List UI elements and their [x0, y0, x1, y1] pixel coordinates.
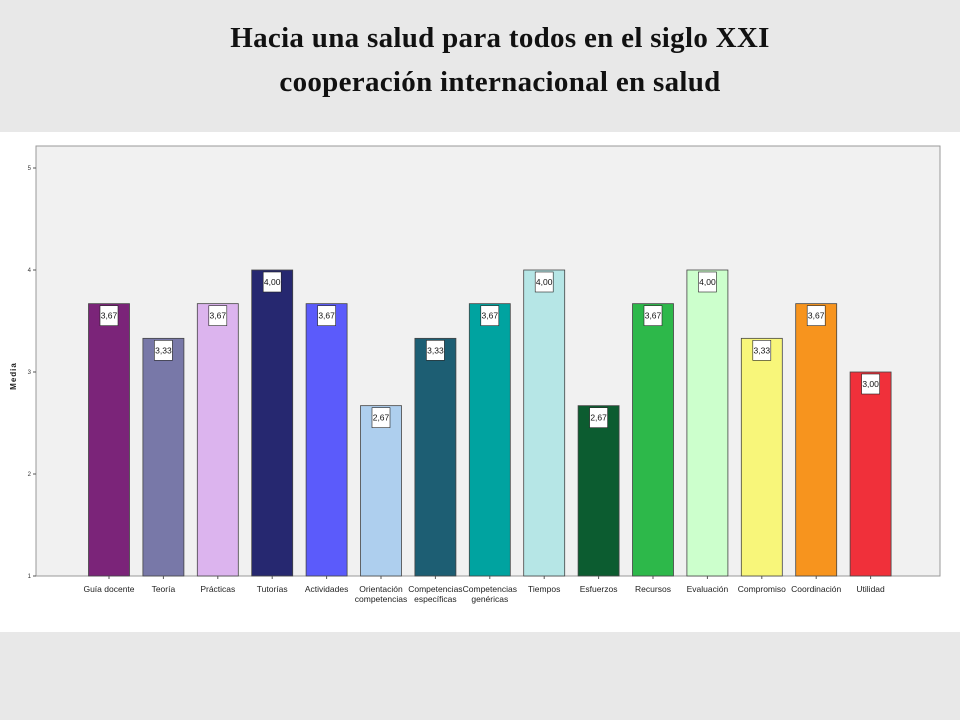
- data-label: 3,00: [862, 379, 879, 389]
- x-tick-label: Recursos: [635, 584, 671, 594]
- bar-14: [795, 303, 838, 577]
- x-tick-label-line: específicas: [414, 594, 457, 604]
- data-label-box: [317, 305, 336, 326]
- y-tick-label: 2: [28, 472, 32, 478]
- x-tick-label-line: Competencias: [463, 584, 517, 594]
- x-tick-label-line: Recursos: [635, 584, 671, 594]
- slide-title: Hacia una salud para todos en el siglo X…: [230, 22, 770, 54]
- bar-6: [360, 405, 402, 577]
- data-label-box: [262, 271, 282, 293]
- bar-3: [196, 303, 239, 577]
- x-tick-label: Actividades: [305, 584, 348, 594]
- x-tick-label-line: Compromiso: [738, 584, 786, 594]
- data-label: 3,67: [318, 311, 335, 321]
- data-label: 3,33: [754, 345, 771, 355]
- x-tick-label-line: Tutorías: [257, 584, 288, 594]
- bar-13: [740, 337, 783, 577]
- x-tick-label-line: Teoría: [152, 584, 176, 594]
- footer-band: [0, 632, 960, 720]
- bar-9: [523, 269, 566, 577]
- x-tick-label: Orientación competencias: [355, 584, 407, 604]
- bar-2: [142, 337, 185, 577]
- data-label: 3,33: [155, 345, 172, 355]
- data-label: 3,67: [808, 311, 825, 321]
- x-tick-label-line: Coordinación: [791, 584, 841, 594]
- data-label: 2,67: [590, 413, 607, 423]
- chart-panel: 1 2 3 4 5 Media 3,67 Guía docente 3,33 Teoría 3,67…: [0, 132, 960, 632]
- data-label: 3,67: [645, 311, 662, 321]
- data-label: 4,00: [264, 277, 281, 287]
- data-label: 3,67: [210, 311, 227, 321]
- x-tick-label: Compromiso: [738, 584, 786, 594]
- x-tick-label: Esfuerzos: [580, 584, 618, 594]
- x-tick-label-line: competencias: [355, 594, 407, 604]
- y-axis-label: Media: [9, 362, 18, 390]
- data-label: 3,67: [482, 311, 499, 321]
- bar-11: [632, 303, 674, 577]
- data-label-box: [861, 373, 880, 395]
- data-label-box: [806, 305, 826, 326]
- bar-12: [686, 269, 729, 577]
- data-label-box: [698, 271, 717, 293]
- slide-subtitle: cooperación internacional en salud: [279, 66, 721, 98]
- x-tick-label-line: Esfuerzos: [580, 584, 618, 594]
- y-tick-label: 5: [28, 166, 32, 172]
- data-label-box: [426, 340, 445, 361]
- x-tick-label: Coordinación: [791, 584, 841, 594]
- x-tick-label-line: Competencias: [408, 584, 462, 594]
- y-tick-label: 1: [28, 574, 32, 580]
- data-label: 3,67: [101, 311, 118, 321]
- x-tick-label: Teoría: [152, 584, 176, 594]
- x-tick-label-line: Guía docente: [83, 584, 134, 594]
- x-tick-label-line: Tiempos: [528, 584, 560, 594]
- bar-7: [414, 337, 457, 577]
- bar-5: [305, 303, 348, 577]
- data-label-box: [208, 305, 228, 326]
- x-tick-label-line: Orientación: [359, 584, 403, 594]
- y-tick-label: 3: [28, 370, 32, 376]
- data-label-box: [99, 305, 119, 326]
- data-label: 2,67: [373, 413, 390, 423]
- x-tick-label-line: Utilidad: [856, 584, 885, 594]
- x-tick-label: Prácticas: [200, 584, 235, 594]
- x-tick-label-line: genéricas: [471, 594, 508, 604]
- data-label-box: [371, 407, 391, 428]
- x-tick-label: Evaluación: [687, 584, 729, 594]
- slide-header: Hacia una salud para todos en el siglo X…: [0, 0, 960, 132]
- x-tick-label: Competencias específicas: [408, 584, 462, 604]
- data-label: 3,33: [427, 345, 444, 355]
- bar-chart: 1 2 3 4 5 Media 3,67 Guía docente 3,33 Teoría 3,67…: [9, 145, 941, 604]
- bar-4: [251, 269, 294, 577]
- data-label-box: [154, 340, 173, 361]
- y-tick-label: 4: [28, 268, 32, 274]
- data-label-box: [589, 407, 608, 428]
- x-tick-label-line: Evaluación: [687, 584, 729, 594]
- x-tick-label: Tiempos: [528, 584, 560, 594]
- x-tick-label: Competencias genéricas: [463, 584, 517, 604]
- data-label: 4,00: [699, 277, 716, 287]
- bar-15: [849, 371, 892, 577]
- x-tick-label-line: Actividades: [305, 584, 348, 594]
- data-label-box: [643, 305, 663, 326]
- x-tick-label: Tutorías: [257, 584, 288, 594]
- data-label-box: [752, 340, 772, 361]
- x-tick-label-line: Prácticas: [200, 584, 235, 594]
- data-label: 4,00: [536, 277, 553, 287]
- x-tick-label: Utilidad: [856, 584, 885, 594]
- bar-10: [577, 405, 620, 577]
- data-label-box: [480, 305, 500, 326]
- x-tick-label: Guía docente: [83, 584, 134, 594]
- bar-8: [468, 303, 511, 577]
- bar-1: [88, 303, 130, 577]
- data-label-box: [534, 271, 554, 293]
